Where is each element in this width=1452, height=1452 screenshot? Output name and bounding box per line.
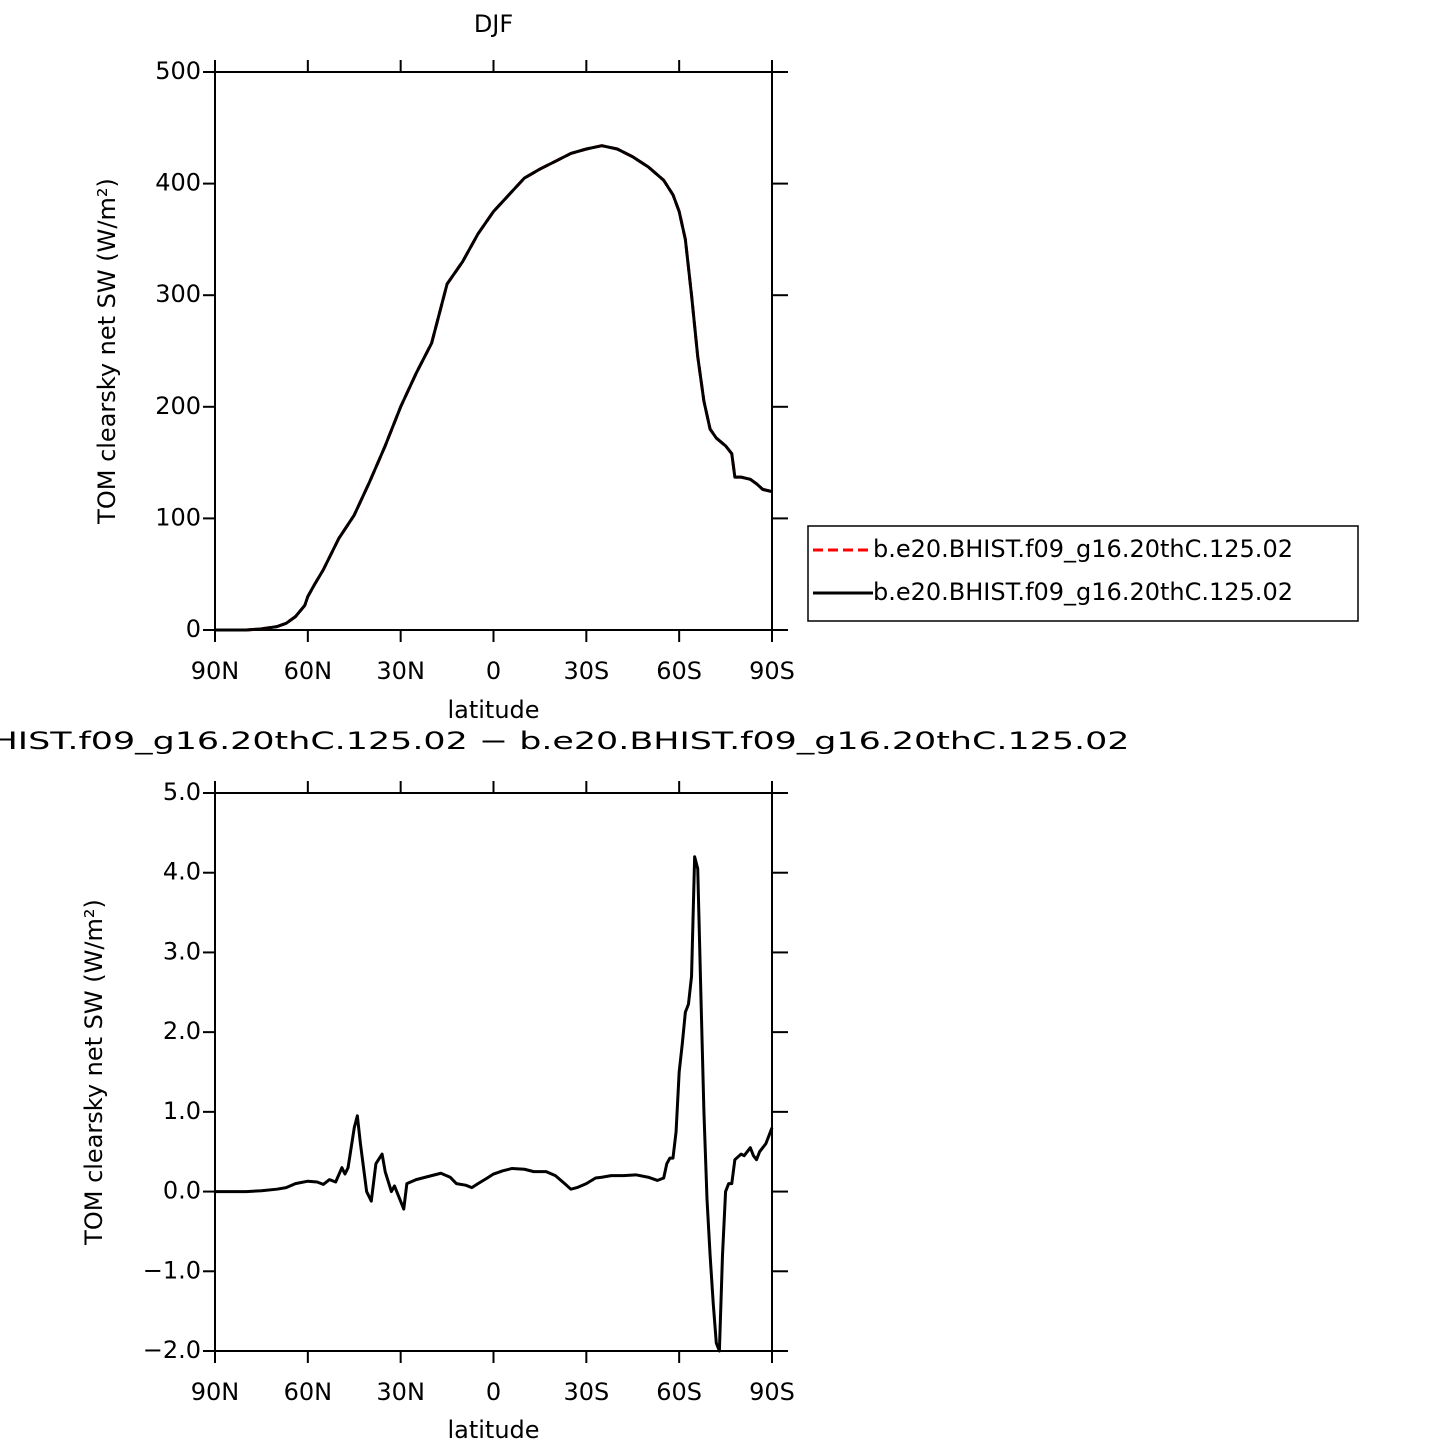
y-tick-label: 0.0 — [163, 1177, 201, 1205]
legend-label: b.e20.BHIST.f09_g16.20thC.125.02 — [873, 535, 1293, 563]
y-axis-label: TOM clearsky net SW (W/m²) — [93, 178, 121, 525]
x-tick-label: 30S — [563, 1378, 609, 1406]
y-tick-label: 4.0 — [163, 858, 201, 886]
y-tick-label: 200 — [155, 392, 201, 420]
chart-title: DJF — [474, 10, 513, 38]
y-tick-label: 400 — [155, 169, 201, 197]
x-tick-label: 90S — [749, 657, 795, 685]
y-axis-label: TOM clearsky net SW (W/m²) — [80, 899, 108, 1246]
x-tick-label: 60S — [656, 1378, 702, 1406]
legend-label: b.e20.BHIST.f09_g16.20thC.125.02 — [873, 578, 1293, 606]
chart-title: b.e20.BHIST.f09_g16.20thC.125.02 − b.e20… — [0, 727, 1130, 755]
y-tick-label: 300 — [155, 280, 201, 308]
y-tick-label: 1.0 — [163, 1097, 201, 1125]
x-tick-label: 30N — [376, 1378, 425, 1406]
x-tick-label: 90N — [191, 1378, 240, 1406]
x-tick-label: 30S — [563, 657, 609, 685]
x-tick-label: 0 — [486, 657, 501, 685]
plot-frame — [214, 71, 773, 631]
plot-frame — [214, 792, 773, 1352]
x-axis-label: latitude — [447, 1416, 539, 1444]
x-tick-label: 60S — [656, 657, 702, 685]
y-tick-label: 0 — [186, 615, 201, 643]
y-tick-label: −2.0 — [143, 1336, 201, 1364]
data-line — [215, 144, 773, 632]
x-tick-label: 90S — [749, 1378, 795, 1406]
y-tick-label: 5.0 — [163, 778, 201, 806]
data-line — [215, 855, 774, 1353]
x-axis-label: latitude — [447, 696, 539, 724]
x-tick-label: 60N — [284, 657, 333, 685]
x-tick-label: 60N — [284, 1378, 333, 1406]
y-tick-label: 500 — [155, 57, 201, 85]
x-tick-label: 30N — [376, 657, 425, 685]
y-tick-label: −1.0 — [143, 1256, 201, 1284]
y-tick-label: 3.0 — [163, 937, 201, 965]
y-tick-label: 2.0 — [163, 1017, 201, 1045]
x-tick-label: 90N — [191, 657, 240, 685]
data-line — [215, 144, 773, 632]
y-tick-label: 100 — [155, 503, 201, 531]
legend-box — [807, 525, 1359, 622]
x-tick-label: 0 — [486, 1378, 501, 1406]
